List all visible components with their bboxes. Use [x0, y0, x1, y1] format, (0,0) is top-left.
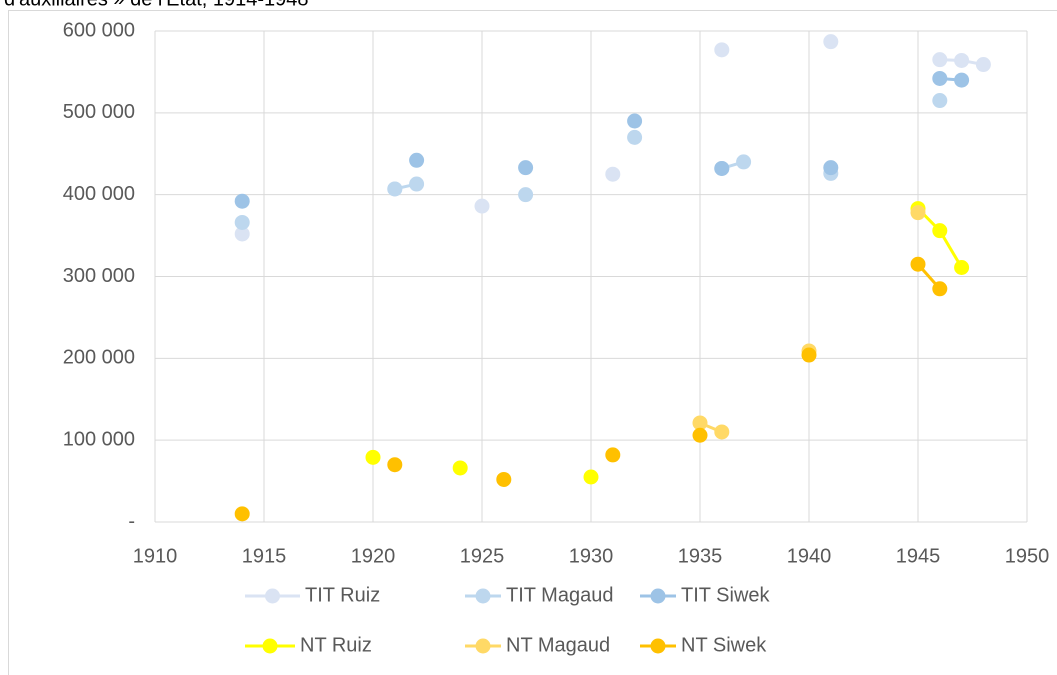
legend-marker: [265, 588, 280, 604]
legend-label: NT Ruiz: [300, 634, 372, 656]
point: [692, 427, 708, 443]
y-tick-label: -: [128, 510, 135, 532]
x-tick-label: 1925: [460, 545, 505, 567]
point: [714, 160, 730, 176]
point: [954, 259, 970, 275]
point: [234, 214, 250, 230]
x-tick-label: 1910: [133, 545, 178, 567]
point: [387, 181, 403, 197]
y-tick-label: 100 000: [63, 428, 135, 450]
x-tick-label: 1920: [351, 545, 396, 567]
x-tick-label: 1935: [678, 545, 723, 567]
legend-label: NT Magaud: [506, 634, 610, 656]
point: [605, 447, 621, 463]
x-tick-label: 1940: [787, 545, 832, 567]
point: [365, 449, 381, 465]
legend-marker: [475, 588, 491, 604]
legend-label: TIT Magaud: [506, 584, 613, 606]
x-tick-label: 1930: [569, 545, 614, 567]
point: [932, 52, 948, 68]
x-tick-label: 1915: [242, 545, 287, 567]
point: [518, 187, 534, 203]
y-tick-label: 600 000: [63, 19, 135, 41]
legend-marker: [650, 588, 666, 604]
point: [714, 42, 730, 58]
point: [736, 154, 752, 170]
point: [409, 152, 425, 168]
legend-marker: [262, 638, 278, 654]
point: [234, 226, 250, 242]
x-tick-label: 1945: [896, 545, 941, 567]
legend-label: TIT Siwek: [681, 584, 771, 606]
chart-title: d'auxiliaires » de l'État, 1914-1948: [4, 0, 309, 10]
point: [692, 415, 708, 431]
point: [583, 469, 599, 485]
point: [910, 256, 926, 272]
point: [627, 113, 643, 129]
point: [954, 72, 970, 88]
point: [518, 160, 534, 176]
x-tick-label: 1950: [1005, 545, 1050, 567]
point: [910, 205, 926, 221]
legend-label: TIT Ruiz: [305, 584, 380, 606]
point: [823, 34, 839, 50]
point: [954, 52, 970, 68]
point: [452, 460, 468, 476]
point: [823, 160, 839, 176]
legend-marker: [650, 638, 666, 654]
point: [496, 471, 512, 487]
point: [975, 57, 991, 73]
point: [234, 193, 250, 209]
chart-frame: [8, 10, 1057, 675]
y-tick-label: 500 000: [63, 101, 135, 123]
point: [605, 166, 621, 182]
legend-label: NT Siwek: [681, 634, 767, 656]
point: [801, 347, 817, 363]
point: [387, 457, 403, 473]
y-tick-label: 300 000: [63, 265, 135, 287]
point: [474, 198, 490, 214]
point: [932, 70, 948, 86]
point: [627, 129, 643, 145]
point: [409, 176, 425, 192]
point: [932, 223, 948, 239]
legend-marker: [475, 638, 491, 654]
point: [234, 506, 250, 522]
point: [932, 281, 948, 297]
point: [714, 424, 730, 440]
y-tick-label: 400 000: [63, 183, 135, 205]
point: [932, 93, 948, 109]
y-tick-label: 200 000: [63, 347, 135, 369]
